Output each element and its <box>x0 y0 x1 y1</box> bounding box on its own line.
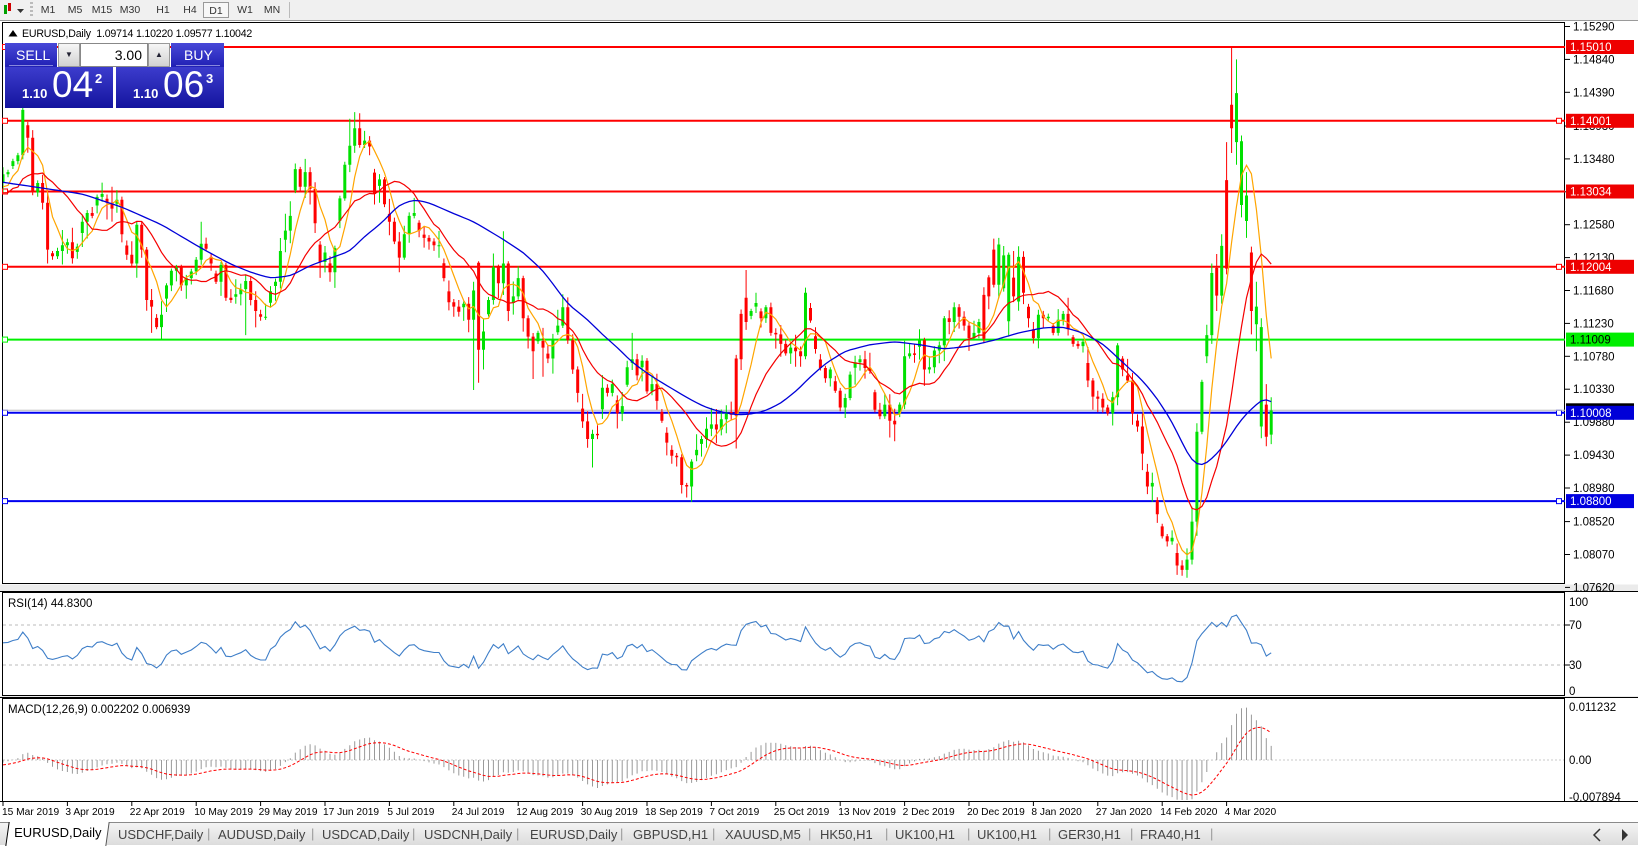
svg-text:1.14390: 1.14390 <box>1573 87 1615 99</box>
svg-text:1.08800: 1.08800 <box>1570 496 1612 508</box>
svg-text:8 Jan 2020: 8 Jan 2020 <box>1031 807 1082 818</box>
svg-text:1.15010: 1.15010 <box>1570 42 1612 54</box>
svg-text:1.11230: 1.11230 <box>1573 318 1614 330</box>
svg-text:3 Apr 2019: 3 Apr 2019 <box>65 807 115 818</box>
svg-text:7 Oct 2019: 7 Oct 2019 <box>709 807 759 818</box>
svg-text:1.09430: 1.09430 <box>1573 450 1615 462</box>
svg-text:0.00: 0.00 <box>1569 755 1591 767</box>
svg-text:1.13034: 1.13034 <box>1570 187 1612 199</box>
svg-text:1.15290: 1.15290 <box>1573 22 1615 34</box>
svg-text:30 Aug 2019: 30 Aug 2019 <box>581 807 639 818</box>
svg-text:1.14001: 1.14001 <box>1570 116 1612 128</box>
svg-text:1.07620: 1.07620 <box>1573 582 1615 594</box>
svg-text:1.10008: 1.10008 <box>1570 408 1612 420</box>
svg-text:12 Aug 2019: 12 Aug 2019 <box>516 807 574 818</box>
svg-text:2 Dec 2019: 2 Dec 2019 <box>903 807 955 818</box>
svg-text:14 Feb 2020: 14 Feb 2020 <box>1160 807 1218 818</box>
svg-text:10 May 2019: 10 May 2019 <box>194 807 253 818</box>
svg-text:EURUSD,Daily 1.09714 1.10220: EURUSD,Daily 1.09714 1.10220 1.09577 1.1… <box>22 28 252 40</box>
svg-text:18 Sep 2019: 18 Sep 2019 <box>645 807 703 818</box>
svg-text:17 Jun 2019: 17 Jun 2019 <box>323 807 379 818</box>
svg-text:15 Mar 2019: 15 Mar 2019 <box>2 807 60 818</box>
svg-text:24 Jul 2019: 24 Jul 2019 <box>452 807 505 818</box>
svg-text:1.08520: 1.08520 <box>1573 517 1615 529</box>
svg-text:1.14840: 1.14840 <box>1573 54 1615 66</box>
svg-text:30: 30 <box>1569 660 1582 672</box>
svg-text:0: 0 <box>1569 686 1575 698</box>
svg-text:RSI(14) 44.8300: RSI(14) 44.8300 <box>8 598 92 610</box>
svg-text:1.13480: 1.13480 <box>1573 154 1615 166</box>
svg-text:1.12004: 1.12004 <box>1570 262 1612 274</box>
svg-text:1.08070: 1.08070 <box>1573 550 1615 562</box>
svg-text:MACD(12,26,9) 0.002202 0.00693: MACD(12,26,9) 0.002202 0.006939 <box>8 704 190 716</box>
svg-text:1.11009: 1.11009 <box>1570 335 1611 347</box>
svg-text:29 May 2019: 29 May 2019 <box>259 807 318 818</box>
svg-text:13 Nov 2019: 13 Nov 2019 <box>838 807 896 818</box>
svg-text:1.10780: 1.10780 <box>1573 351 1615 363</box>
svg-text:4 Mar 2020: 4 Mar 2020 <box>1225 807 1277 818</box>
svg-text:22 Apr 2019: 22 Apr 2019 <box>130 807 185 818</box>
svg-text:70: 70 <box>1569 620 1582 632</box>
svg-text:1.12580: 1.12580 <box>1573 220 1615 232</box>
svg-text:0.011232: 0.011232 <box>1569 702 1616 714</box>
svg-text:1.11680: 1.11680 <box>1573 286 1614 298</box>
svg-text:1.09880: 1.09880 <box>1573 417 1615 429</box>
svg-text:5 Jul 2019: 5 Jul 2019 <box>387 807 434 818</box>
svg-text:100: 100 <box>1569 597 1588 609</box>
svg-text:1.08980: 1.08980 <box>1573 483 1615 495</box>
svg-text:1.10330: 1.10330 <box>1573 384 1615 396</box>
svg-text:27 Jan 2020: 27 Jan 2020 <box>1096 807 1152 818</box>
svg-text:20 Dec 2019: 20 Dec 2019 <box>967 807 1025 818</box>
svg-text:-0.007894: -0.007894 <box>1569 792 1621 804</box>
svg-text:25 Oct 2019: 25 Oct 2019 <box>774 807 830 818</box>
